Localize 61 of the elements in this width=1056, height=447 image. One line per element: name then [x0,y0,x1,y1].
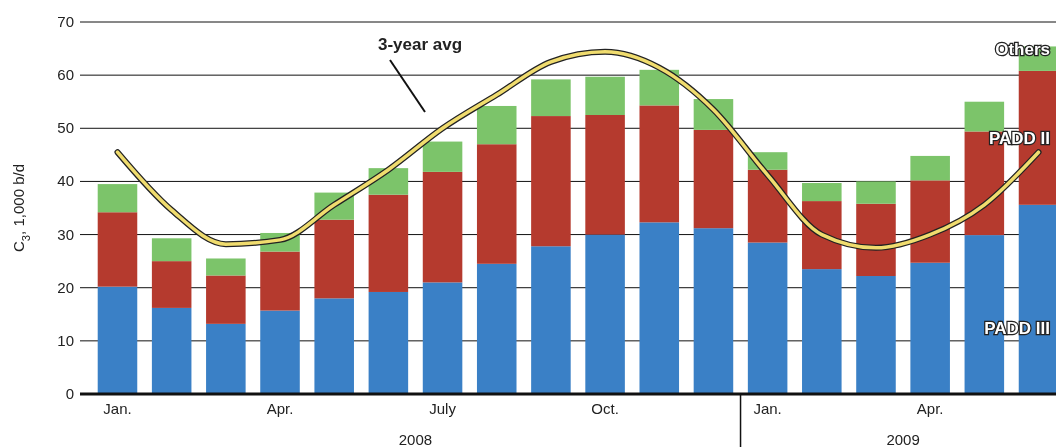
bar [368,291,409,394]
text: 2009 [886,431,920,447]
bar [856,276,896,394]
bar [531,116,571,247]
bar [531,79,571,117]
y-tick-label: 40 [57,172,74,190]
y-tick-label: 10 [57,331,74,349]
bar [151,238,192,262]
x-tick-label: Jan. [753,400,782,417]
bar [693,129,734,229]
annotation: 3-year avg [377,35,463,54]
text: 2008 [398,431,433,447]
bar [585,115,625,235]
x-tick-label: Apr. [266,400,294,417]
bar [585,76,625,115]
bar [422,171,463,283]
bar [422,282,463,394]
bar [476,105,517,145]
bar [639,222,680,394]
bar [802,183,842,202]
y-tick-label: 20 [57,278,74,296]
bar [856,181,896,204]
bar [97,212,138,287]
bar [206,323,246,394]
bar [856,203,896,277]
bar [585,234,625,394]
bar [910,180,950,263]
bar [964,101,1005,132]
bar [639,105,680,223]
bar [206,275,246,324]
bar [314,298,354,394]
bar [639,69,680,106]
bar [693,228,734,394]
bar [747,169,788,243]
y-tick-label: 50 [57,119,74,137]
y-tick-label: 70 [57,13,74,30]
y-tick-label: 60 [57,66,74,84]
series-label: Others [995,39,1050,59]
bar [476,263,517,394]
x-tick-label: Jan. [103,400,132,417]
y-tick-label: 30 [57,225,74,243]
bar [97,286,138,394]
bar [151,307,192,394]
bar [314,219,354,299]
x-tick-label: Oct. [591,400,619,417]
x-tick-label: July [429,400,457,417]
bar [476,144,517,264]
bar [422,141,463,172]
bar [531,246,571,394]
bar [260,251,300,311]
x-tick-label: Apr. [916,400,944,417]
bar [206,258,246,276]
bar [97,184,138,213]
bar [802,269,842,394]
bar [747,242,788,394]
y-tick-label: 0 [65,385,74,402]
bar [910,155,950,181]
bar [151,261,192,308]
bar [260,310,300,394]
bar [910,262,950,394]
bar [368,194,409,292]
